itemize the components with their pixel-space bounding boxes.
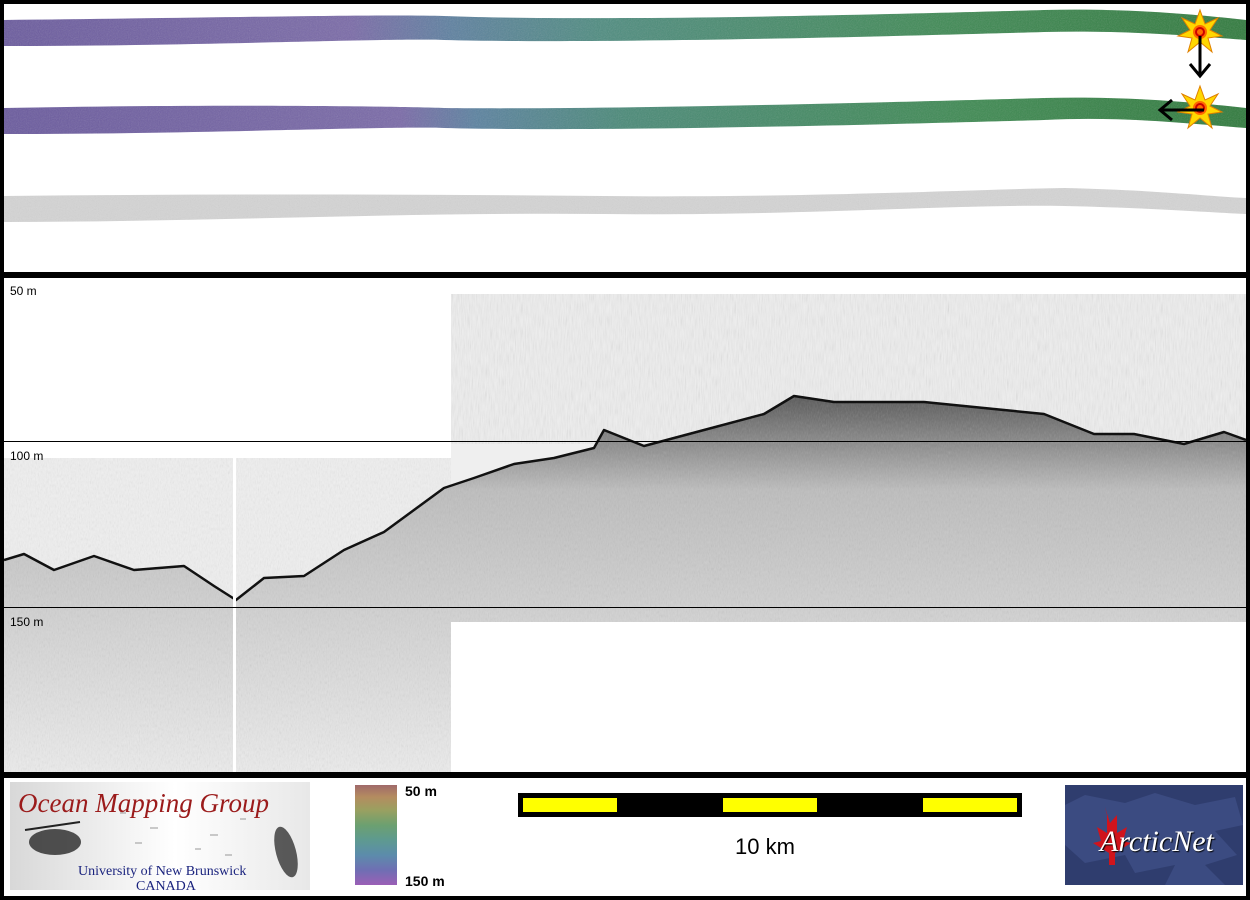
arcticnet-logo: ArcticNet [1065,785,1243,885]
logo-subtitle-country: CANADA [136,879,196,894]
scale-bar-segment [523,798,617,812]
arcticnet-wordmark: ArcticNet [1100,825,1214,858]
depth-gridline-100 [4,441,1246,442]
arrow-left-icon [1157,98,1204,122]
swath-svg [4,8,1246,222]
footer-panel: Ocean Mapping Group University of New Br… [4,778,1246,896]
scale-bar-label: 10 km [735,834,795,859]
ocean-mapping-group-logo: Ocean Mapping Group University of New Br… [10,782,310,894]
scale-bar-segment [723,798,817,812]
depth-gridline-150 [4,607,1246,608]
logo-subtitle-university: University of New Brunswick [78,864,247,879]
scale-bar [518,793,1022,817]
logo-title: Ocean Mapping Group [18,788,269,818]
colorbar-bottom-label: 150 m [405,873,445,889]
depth-label-50: 50 m [10,284,37,298]
depth-colorbar [355,785,397,885]
data-gap-line [233,458,236,772]
scale-bar-segment [923,798,1017,812]
maple-leaf-icon [1065,793,1243,885]
subbottom-profile-panel: 50 m 100 m 150 m [4,278,1246,772]
swath-panel [4,4,1246,272]
seabed-reflector [4,394,1246,602]
colorbar-top-label: 50 m [405,783,437,799]
profile-svg [4,294,1246,772]
arrow-down-icon [1188,36,1212,79]
seafloor-vehicle-icon [24,810,298,878]
depth-label-150: 150 m [10,615,44,629]
depth-label-100: 100 m [10,449,44,463]
